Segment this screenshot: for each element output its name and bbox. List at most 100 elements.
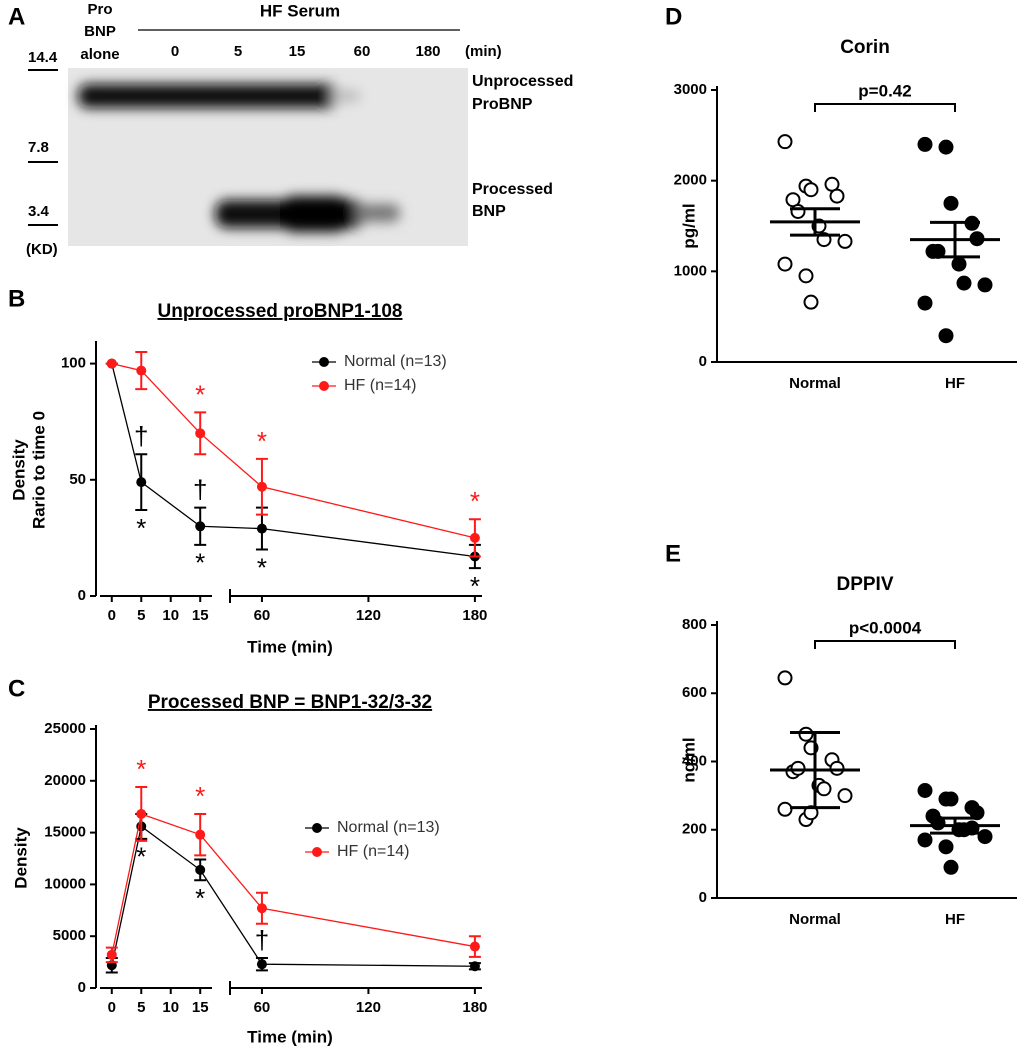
legend-marker xyxy=(312,823,322,833)
y-axis-label: pg/ml xyxy=(679,203,698,248)
band-label: ProBNP xyxy=(472,96,533,113)
x-tick-label: Normal xyxy=(789,375,841,392)
annotation: * xyxy=(195,883,205,913)
data-point xyxy=(256,959,267,970)
data-point xyxy=(943,195,959,211)
error-bar xyxy=(790,207,840,237)
data-point xyxy=(256,523,267,534)
annotation: * xyxy=(136,513,146,543)
error-bar xyxy=(790,730,840,810)
data-point xyxy=(256,903,267,914)
significance-bracket xyxy=(814,103,956,112)
control-label: BNP xyxy=(84,23,116,40)
control-label: Pro xyxy=(87,1,112,18)
data-point xyxy=(469,961,480,972)
data-point xyxy=(803,182,819,198)
y-axis-label: Density xyxy=(11,827,30,889)
data-point xyxy=(106,358,117,369)
series-line xyxy=(111,362,476,539)
y-tick-label: 1000 xyxy=(674,262,707,279)
x-tick-label: 180 xyxy=(462,999,487,1016)
annotation: * xyxy=(136,754,146,784)
data-point xyxy=(195,829,206,840)
lane-label: 0 xyxy=(171,43,179,60)
y-tick-label: 10000 xyxy=(44,875,86,892)
data-point xyxy=(943,859,959,875)
lane-unit: (min) xyxy=(465,43,502,60)
y-tick-label: 100 xyxy=(61,355,86,372)
marker-unit: (KD) xyxy=(26,241,58,258)
x-tick-label: 15 xyxy=(192,607,209,624)
y-tick-label: 50 xyxy=(69,471,86,488)
chart-title: Unprocessed proBNP1-108 xyxy=(158,301,403,322)
data-point xyxy=(469,532,480,543)
data-point xyxy=(106,949,117,960)
annotation: † xyxy=(255,925,269,955)
y-tick-label: 0 xyxy=(78,979,86,996)
lane-label: 15 xyxy=(289,43,306,60)
data-point xyxy=(803,294,819,310)
data-point xyxy=(798,726,814,742)
band-label: Unprocessed xyxy=(472,73,573,90)
data-point xyxy=(917,832,933,848)
data-point xyxy=(777,670,793,686)
marker-label: 14.4 xyxy=(28,49,58,66)
annotation: * xyxy=(195,379,205,409)
marker-label: 7.8 xyxy=(28,139,49,156)
data-point xyxy=(829,188,845,204)
y-tick-label: 5000 xyxy=(53,927,86,944)
data-point xyxy=(938,839,954,855)
data-point xyxy=(790,203,806,219)
data-point xyxy=(917,783,933,799)
lane-label: 60 xyxy=(354,43,371,60)
y-tick-label: 600 xyxy=(682,684,707,701)
panel-letter: E xyxy=(665,540,681,567)
data-point xyxy=(195,521,206,532)
data-point xyxy=(256,481,267,492)
data-point xyxy=(790,760,806,776)
x-axis-label: Time (min) xyxy=(247,637,333,656)
x-tick-label: 180 xyxy=(462,607,487,624)
y-tick-label: 3000 xyxy=(674,81,707,98)
data-point xyxy=(938,139,954,155)
x-tick-label: 120 xyxy=(356,999,381,1016)
data-point xyxy=(951,256,967,272)
legend-marker xyxy=(312,847,322,857)
y-tick-label: 200 xyxy=(682,821,707,838)
y-tick-label: 2000 xyxy=(674,172,707,189)
legend-marker xyxy=(319,357,329,367)
x-tick-label: 0 xyxy=(108,999,116,1016)
x-tick-label: 120 xyxy=(356,607,381,624)
y-tick-label: 0 xyxy=(78,587,86,604)
x-axis-label: Time (min) xyxy=(247,1027,333,1046)
error-bar xyxy=(930,816,980,835)
y-tick-label: 0 xyxy=(699,889,707,906)
data-point xyxy=(136,477,147,488)
gel-panel: A Pro BNP alone HF Serum 0 5 15 60 180 (… xyxy=(8,1,573,258)
y-tick-label: 15000 xyxy=(44,824,86,841)
x-tick-label: Normal xyxy=(789,911,841,928)
annotation: * xyxy=(470,486,480,516)
data-point xyxy=(956,275,972,291)
data-point xyxy=(777,134,793,150)
x-tick-label: 0 xyxy=(108,607,116,624)
legend-label: Normal (n=13) xyxy=(344,353,447,370)
panel-letter: A xyxy=(8,3,25,30)
series-line xyxy=(111,825,475,967)
annotation: † xyxy=(193,475,207,505)
panel-letter: D xyxy=(665,3,682,30)
data-point xyxy=(977,277,993,293)
gel-bands xyxy=(78,84,400,232)
panel-letter: B xyxy=(8,285,25,312)
x-tick-label: HF xyxy=(945,911,965,928)
legend-label: HF (n=14) xyxy=(337,843,409,860)
data-point xyxy=(837,233,853,249)
panel-letter: C xyxy=(8,675,25,702)
chart-panel: B Unprocessed proBNP1-108 Density Rario to … xyxy=(8,285,487,656)
x-tick-label: 5 xyxy=(137,607,145,624)
x-tick-label: HF xyxy=(945,375,965,392)
chart-title: Processed BNP = BNP1-32/3-32 xyxy=(148,692,432,713)
data-point xyxy=(917,136,933,152)
data-point xyxy=(917,295,933,311)
